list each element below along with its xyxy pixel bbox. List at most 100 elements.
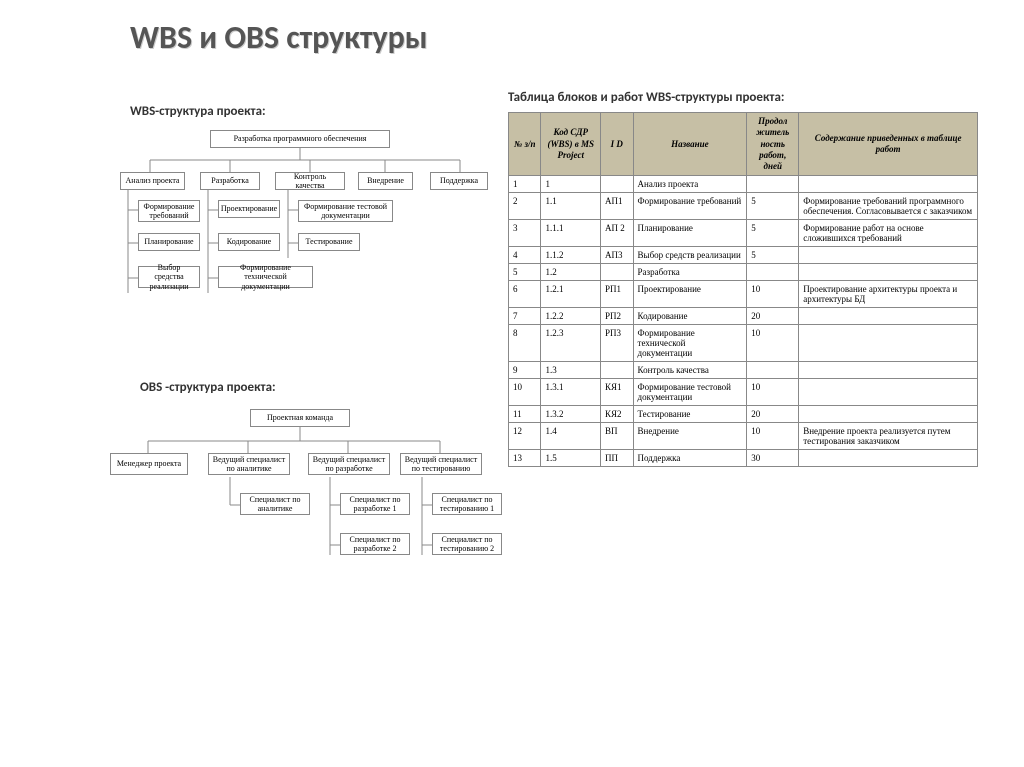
table-section-label: Таблица блоков и работ WBS-структуры про… — [508, 90, 784, 105]
table-header-row: № з/п Код СДР (WBS) в MS Project I D Наз… — [509, 113, 978, 176]
table-cell: 6 — [509, 281, 541, 308]
table-cell: 5 — [509, 264, 541, 281]
table-cell — [601, 362, 633, 379]
table-cell: КЯ1 — [601, 379, 633, 406]
table-cell: ПП — [601, 450, 633, 467]
wbs-tree: Разработка программного обеспечения Анал… — [110, 128, 490, 338]
th-name: Название — [633, 113, 747, 176]
wbs-table: № з/п Код СДР (WBS) в MS Project I D Наз… — [508, 112, 978, 467]
table-cell: Кодирование — [633, 308, 747, 325]
table-cell: 20 — [747, 406, 799, 423]
table-cell: 4 — [509, 247, 541, 264]
th-id: I D — [601, 113, 633, 176]
wbs-branch-0: Анализ проекта — [120, 172, 185, 190]
table-row: 91.3 Контроль качества — [509, 362, 978, 379]
table-cell: 1.2.1 — [541, 281, 601, 308]
table-row: 81.2.3РП3Формирование технической докуме… — [509, 325, 978, 362]
obs-b1-c0: Специалист по аналитике — [240, 493, 310, 515]
table-cell: 1.4 — [541, 423, 601, 450]
table-cell: 10 — [747, 379, 799, 406]
obs-b3-c1: Специалист по тестированию 2 — [432, 533, 502, 555]
table-cell — [601, 176, 633, 193]
table-cell: АП3 — [601, 247, 633, 264]
table-cell: 10 — [509, 379, 541, 406]
table-cell: Формирование тестовой документации — [633, 379, 747, 406]
table-cell: 10 — [747, 423, 799, 450]
table-cell: Формирование требований программного обе… — [799, 193, 978, 220]
table-cell: 9 — [509, 362, 541, 379]
wbs-branch-1: Разработка — [200, 172, 260, 190]
wbs-b1-c2: Формирование технической документации — [218, 266, 313, 288]
table-row: 121.4ВПВнедрение10Внедрение проекта реал… — [509, 423, 978, 450]
wbs-branch-4: Поддержка — [430, 172, 488, 190]
obs-b2-c0: Специалист по разработке 1 — [340, 493, 410, 515]
table-row: 31.1.1АП 2Планирование5Формирование рабо… — [509, 220, 978, 247]
table-cell: 5 — [747, 193, 799, 220]
table-row: 41.1.2АП3Выбор средств реализации5 — [509, 247, 978, 264]
table-cell: 20 — [747, 308, 799, 325]
table-row: 101.3.1КЯ1Формирование тестовой документ… — [509, 379, 978, 406]
wbs-b1-c1: Кодирование — [218, 233, 280, 251]
table-cell: 1.1 — [541, 193, 601, 220]
table-cell: 1.3.2 — [541, 406, 601, 423]
table-cell — [799, 247, 978, 264]
table-cell: Проектирование архитектуры проекта и арх… — [799, 281, 978, 308]
obs-branch-1: Ведущий специалист по аналитике — [208, 453, 290, 475]
table-cell — [799, 379, 978, 406]
table-cell: Формирование требований — [633, 193, 747, 220]
table-cell: РП3 — [601, 325, 633, 362]
table-row: 71.2.2РП2Кодирование20 — [509, 308, 978, 325]
table-cell: 13 — [509, 450, 541, 467]
table-cell: 30 — [747, 450, 799, 467]
obs-root: Проектная команда — [250, 409, 350, 427]
table-cell: 1.3 — [541, 362, 601, 379]
th-num: № з/п — [509, 113, 541, 176]
table-cell — [799, 308, 978, 325]
table-cell — [799, 406, 978, 423]
table-cell — [799, 362, 978, 379]
table-cell — [747, 264, 799, 281]
table-cell: 1.5 — [541, 450, 601, 467]
obs-branch-2: Ведущий специалист по разработке — [308, 453, 390, 475]
table-cell: Контроль качества — [633, 362, 747, 379]
table-cell — [747, 362, 799, 379]
table-row: 21.1АП1Формирование требований5Формирова… — [509, 193, 978, 220]
table-cell: 7 — [509, 308, 541, 325]
table-cell — [747, 176, 799, 193]
table-cell: Планирование — [633, 220, 747, 247]
obs-branch-3: Ведущий специалист по тестированию — [400, 453, 482, 475]
table-cell: 8 — [509, 325, 541, 362]
page-title: WBS и OBS структуры — [130, 18, 428, 57]
table-cell: 1.2.3 — [541, 325, 601, 362]
wbs-branch-2: Контроль качества — [275, 172, 345, 190]
table-cell — [799, 325, 978, 362]
obs-b3-c0: Специалист по тестированию 1 — [432, 493, 502, 515]
wbs-root: Разработка программного обеспечения — [210, 130, 390, 148]
wbs-b0-c1: Планирование — [138, 233, 200, 251]
obs-section-label: OBS -структура проекта: — [140, 380, 276, 395]
wbs-b0-c0: Формирование требований — [138, 200, 200, 222]
table-cell: 1.1.1 — [541, 220, 601, 247]
table-row: 131.5ПППоддержка30 — [509, 450, 978, 467]
table-cell: Разработка — [633, 264, 747, 281]
table-cell: Анализ проекта — [633, 176, 747, 193]
table-cell: Формирование технической документации — [633, 325, 747, 362]
wbs-b0-c2: Выбор средства реализации — [138, 266, 200, 288]
table-cell: АП 2 — [601, 220, 633, 247]
table-cell: 10 — [747, 281, 799, 308]
table-cell: Выбор средств реализации — [633, 247, 747, 264]
table-cell — [799, 450, 978, 467]
table-cell: 1.1.2 — [541, 247, 601, 264]
wbs-branch-3: Внедрение — [358, 172, 413, 190]
table-cell: АП1 — [601, 193, 633, 220]
table-row: 11Анализ проекта — [509, 176, 978, 193]
table-cell — [799, 264, 978, 281]
th-dur: Продол житель ность работ, дней — [747, 113, 799, 176]
table-cell: 2 — [509, 193, 541, 220]
th-code: Код СДР (WBS) в MS Project — [541, 113, 601, 176]
table-cell — [601, 264, 633, 281]
wbs-b1-c0: Проектирование — [218, 200, 280, 218]
table-cell: 5 — [747, 220, 799, 247]
table-row: 51.2Разработка — [509, 264, 978, 281]
obs-b2-c1: Специалист по разработке 2 — [340, 533, 410, 555]
